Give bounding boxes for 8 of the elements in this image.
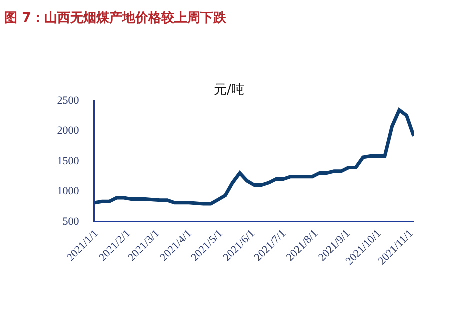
line-series	[95, 108, 414, 206]
y-tick-label: 1500	[57, 155, 80, 168]
y-tick-label: 2500	[57, 94, 80, 107]
y-tick-label: 1000	[57, 186, 80, 198]
chart-title: 图 7：山西无烟煤产地价格较上周下跌	[4, 10, 228, 26]
y-tick-label: 500	[62, 216, 80, 228]
y-axis-title: 元/吨	[214, 83, 244, 98]
y-tick-label: 2000	[57, 125, 80, 138]
